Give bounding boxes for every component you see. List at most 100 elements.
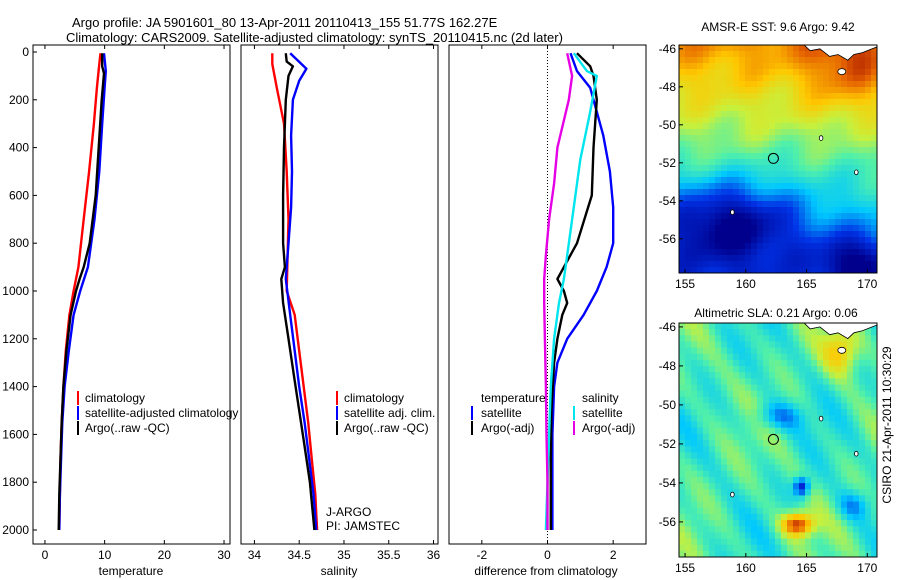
map-cell — [811, 341, 818, 349]
map-cell — [823, 255, 830, 262]
map-cell — [709, 335, 716, 342]
map-cell — [727, 433, 734, 441]
map-cell — [721, 384, 728, 392]
map-cell — [835, 532, 842, 539]
map-cell — [733, 237, 740, 244]
map-cell — [739, 409, 746, 416]
map-cell — [793, 105, 800, 112]
map-cell — [703, 99, 710, 106]
map-cell — [841, 409, 848, 416]
map-cell — [697, 323, 704, 330]
map-cell — [703, 213, 710, 220]
map-cell — [745, 153, 752, 160]
map-cell — [745, 495, 752, 502]
map-cell — [805, 483, 812, 490]
map-cell — [703, 323, 710, 330]
sla-field — [679, 323, 877, 557]
map-cell — [745, 45, 752, 52]
map-cell — [751, 415, 758, 422]
map-cell — [859, 353, 866, 361]
map-cell — [823, 261, 830, 268]
map-cell — [715, 213, 722, 220]
map-cell — [763, 440, 770, 447]
map-cell — [745, 415, 752, 422]
map-cell — [715, 458, 722, 466]
map-cell — [685, 57, 692, 64]
map-cell — [679, 237, 686, 244]
map-cell — [781, 255, 788, 262]
map-cell — [751, 177, 758, 184]
title-line2: Climatology: CARS2009. Satellite-adjuste… — [66, 30, 563, 45]
map-cell — [715, 207, 722, 214]
map-cell — [805, 421, 812, 429]
map-cell — [859, 93, 866, 100]
map-cell — [805, 476, 812, 484]
map-cell — [811, 243, 818, 250]
map-cell — [835, 219, 842, 226]
map-cell — [787, 513, 794, 521]
map-cell — [781, 366, 788, 373]
map-cell — [757, 159, 764, 166]
map-cell — [763, 171, 770, 178]
lat-tick-label: -46 — [659, 42, 677, 56]
argo-float-marker — [767, 433, 779, 445]
map-cell — [697, 111, 704, 118]
map-cell — [781, 63, 788, 70]
map-cell — [775, 129, 782, 136]
map-cell — [787, 213, 794, 220]
map-cell — [799, 341, 806, 349]
map-cell — [799, 489, 806, 496]
map-cell — [769, 123, 776, 130]
map-cell — [763, 261, 770, 268]
map-cell — [745, 335, 752, 342]
map-cell — [781, 219, 788, 226]
map-cell — [757, 87, 764, 94]
map-cell — [733, 409, 740, 416]
map-cell — [865, 183, 872, 190]
map-cell — [829, 489, 836, 496]
map-cell — [859, 141, 866, 148]
map-cell — [691, 359, 698, 367]
map-cell — [811, 476, 818, 484]
map-cell — [805, 452, 812, 459]
map-cell — [793, 427, 800, 435]
map-cell — [859, 177, 866, 184]
map-cell — [847, 372, 854, 379]
map-cell — [775, 267, 782, 273]
map-cell — [691, 135, 698, 142]
map-cell — [823, 57, 830, 64]
map-cell — [799, 147, 806, 154]
coastline — [730, 323, 877, 498]
map-cell — [691, 165, 698, 172]
new-zealand-coast — [803, 323, 877, 340]
map-cell — [829, 267, 836, 273]
map-cell — [781, 243, 788, 250]
map-cell — [709, 433, 716, 441]
map-cell — [691, 243, 698, 250]
map-cell — [739, 105, 746, 112]
map-cell — [805, 177, 812, 184]
map-cell — [865, 538, 872, 546]
map-cell — [757, 225, 764, 232]
map-cell — [847, 135, 854, 142]
map-cell — [715, 129, 722, 136]
map-cell — [739, 129, 746, 136]
map-cell — [697, 165, 704, 172]
map-cell — [781, 261, 788, 268]
map-cell — [841, 353, 848, 361]
map-cell — [859, 341, 866, 349]
map-cell — [811, 177, 818, 184]
map-cell — [769, 51, 776, 58]
map-cell — [769, 135, 776, 142]
map-cell — [829, 464, 836, 472]
series-group — [271, 52, 319, 531]
map-cell — [871, 183, 877, 190]
map-cell — [709, 359, 716, 367]
map-cell — [751, 421, 758, 429]
map-cell — [823, 213, 830, 220]
map-cell — [841, 93, 848, 100]
map-cell — [739, 329, 746, 336]
map-cell — [829, 81, 836, 88]
map-cell — [817, 353, 824, 361]
